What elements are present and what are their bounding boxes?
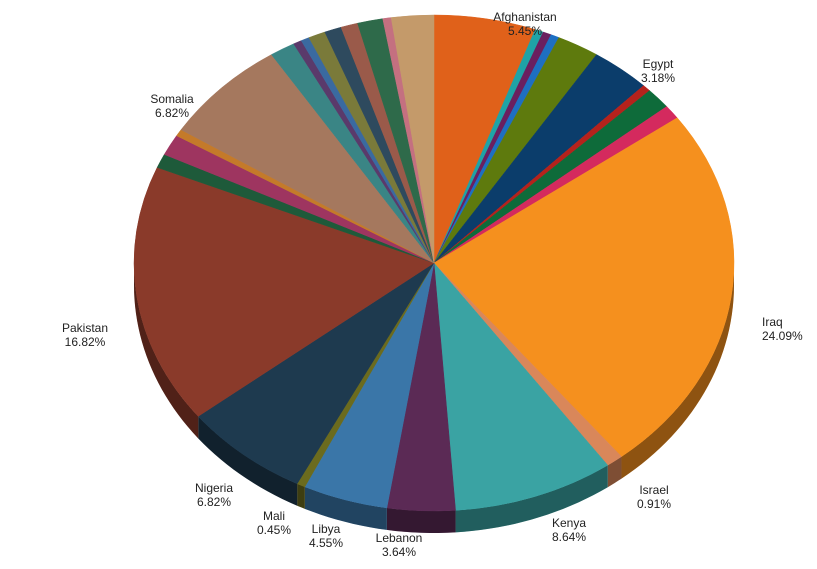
- slice-label-israel: Israel 0.91%: [637, 483, 671, 511]
- slice-label-percent: 3.64%: [382, 545, 416, 559]
- slice-label-iraq: Iraq 24.09%: [762, 315, 803, 343]
- slice-label-percent: 5.45%: [508, 24, 542, 38]
- slice-label-name: Egypt: [643, 57, 674, 71]
- slice-label-name: Kenya: [552, 516, 586, 530]
- slice-label-percent: 4.55%: [309, 536, 343, 550]
- slice-side-iraq: [621, 263, 734, 479]
- slice-side-shade: [297, 483, 305, 509]
- slice-nigeria[interactable]: [197, 262, 435, 485]
- slice-label-percent: 6.82%: [197, 495, 231, 509]
- slice-label-egypt: Egypt 3.18%: [641, 57, 675, 85]
- slice-side-mali: [297, 483, 305, 509]
- slice-label-kenya: Kenya 8.64%: [552, 516, 586, 544]
- slice-side-shade: [198, 416, 298, 506]
- slice-label-percent: 8.64%: [552, 530, 586, 544]
- slice-label-name: Lebanon: [376, 531, 423, 545]
- slice-side-shade: [607, 456, 622, 488]
- slice-side-pakistan: [134, 263, 199, 439]
- slice-somalia[interactable]: [180, 54, 435, 264]
- slice-side-lebanon: [386, 507, 456, 533]
- slice-label-lebanon: Lebanon 3.64%: [376, 531, 423, 559]
- slice-kenya[interactable]: [433, 262, 609, 511]
- pie-side-walls: [134, 263, 734, 533]
- slice-label-name: Israel: [639, 483, 668, 497]
- pie-slices: [133, 14, 735, 512]
- slice-label-afghanistan: Afghanistan 5.45%: [493, 10, 556, 38]
- slice-side-nigeria: [198, 416, 298, 506]
- slice-pakistan[interactable]: [133, 167, 435, 417]
- slice-label-pakistan: Pakistan 16.82%: [62, 321, 108, 349]
- pie-labels: Afghanistan 5.45% Egypt 3.18% Iraq 24.09% Isra…: [62, 10, 803, 559]
- slice-label-libya: Libya 4.55%: [309, 522, 343, 550]
- slice-label-percent: 3.18%: [641, 71, 675, 85]
- slice-label-name: Nigeria: [195, 481, 233, 495]
- slice-side-israel: [607, 456, 622, 488]
- slice-side-shade: [386, 507, 456, 533]
- slice-side-shade: [455, 465, 608, 533]
- slice-label-name: Iraq: [762, 315, 783, 329]
- slice-label-name: Afghanistan: [493, 10, 556, 24]
- slice-label-name: Somalia: [150, 92, 194, 106]
- slice-label-percent: 24.09%: [762, 329, 803, 343]
- slice-side-shade: [304, 486, 387, 530]
- slice-label-percent: 0.45%: [257, 523, 291, 537]
- slice-unlabeled-29[interactable]: [390, 14, 435, 264]
- slice-label-percent: 6.82%: [155, 106, 189, 120]
- slice-label-name: Mali: [263, 509, 285, 523]
- slice-label-name: Pakistan: [62, 321, 108, 335]
- slice-label-percent: 0.91%: [637, 497, 671, 511]
- slice-label-nigeria: Nigeria 6.82%: [195, 481, 233, 509]
- slice-side-shade: [621, 263, 734, 479]
- slice-iraq[interactable]: [433, 117, 735, 457]
- slice-label-mali: Mali 0.45%: [257, 509, 291, 537]
- slice-label-percent: 16.82%: [65, 335, 106, 349]
- slice-label-name: Libya: [312, 522, 341, 536]
- slice-side-shade: [134, 263, 199, 439]
- slice-label-somalia: Somalia 6.82%: [150, 92, 194, 120]
- slice-side-kenya: [455, 465, 608, 533]
- slice-side-libya: [304, 486, 387, 530]
